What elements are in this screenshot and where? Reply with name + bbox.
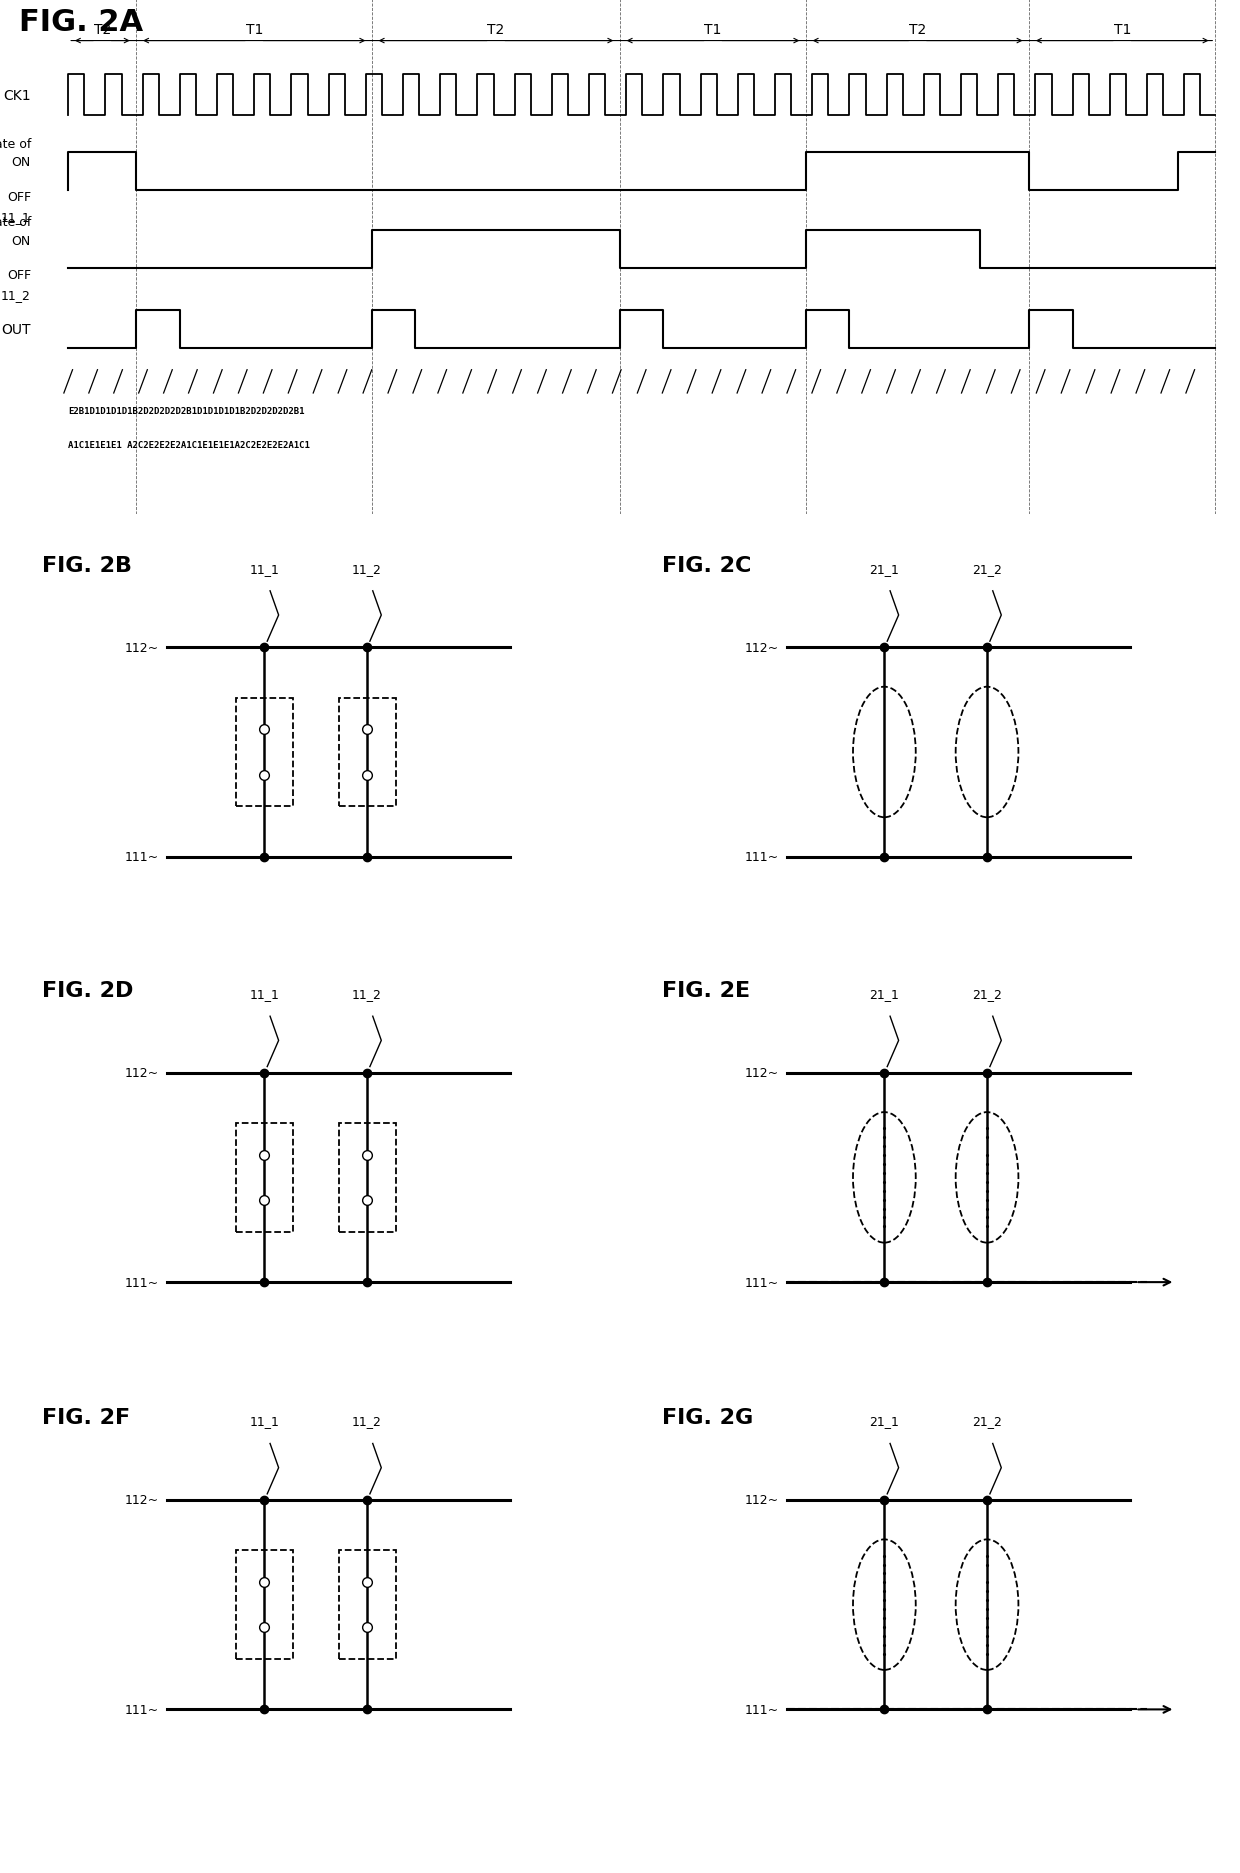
Text: 11_2: 11_2	[1, 288, 31, 302]
Bar	[339, 1124, 396, 1232]
Text: OUT: OUT	[1, 322, 31, 337]
Text: 111~: 111~	[125, 1276, 159, 1289]
Bar	[236, 699, 293, 807]
Text: 11_2: 11_2	[352, 562, 382, 575]
Text: FIG. 2D: FIG. 2D	[42, 980, 133, 1000]
Bar	[236, 1551, 293, 1659]
Text: T2: T2	[94, 22, 110, 37]
Text: 21_1: 21_1	[869, 1414, 899, 1427]
Text: FIG. 2G: FIG. 2G	[662, 1407, 753, 1427]
Text: T1: T1	[1114, 22, 1131, 37]
Bar	[339, 1551, 396, 1659]
Text: OFF: OFF	[7, 191, 31, 204]
Text: 112~: 112~	[125, 1066, 159, 1079]
Text: 111~: 111~	[125, 850, 159, 863]
Text: T1: T1	[246, 22, 263, 37]
Text: 21_1: 21_1	[869, 987, 899, 1000]
Text: 112~: 112~	[125, 1493, 159, 1506]
Text: 11_1: 11_1	[249, 562, 279, 575]
Text: State of: State of	[0, 139, 31, 152]
Text: 21_1: 21_1	[869, 562, 899, 575]
Text: FIG. 2F: FIG. 2F	[42, 1407, 130, 1427]
Text: 11_2: 11_2	[352, 1414, 382, 1427]
Text: OFF: OFF	[7, 270, 31, 283]
Text: ON: ON	[11, 234, 31, 247]
Bar	[339, 699, 396, 807]
Text: 21_2: 21_2	[972, 1414, 1002, 1427]
Text: 112~: 112~	[745, 641, 779, 654]
Text: 21_2: 21_2	[972, 562, 1002, 575]
Text: 11_2: 11_2	[352, 987, 382, 1000]
Text: T2: T2	[487, 22, 505, 37]
Text: 111~: 111~	[745, 1276, 779, 1289]
Text: 111~: 111~	[745, 1703, 779, 1716]
Text: E2B1D1D1D1D1B2D2D2D2D2B1D1D1D1D1B2D2D2D2D2B1: E2B1D1D1D1D1B2D2D2D2D2B1D1D1D1D1B2D2D2D2…	[68, 406, 305, 416]
Text: T1: T1	[704, 22, 722, 37]
Text: 11_1: 11_1	[1, 212, 31, 225]
Text: 112~: 112~	[125, 641, 159, 654]
Bar	[236, 1124, 293, 1232]
Text: 111~: 111~	[745, 850, 779, 863]
Text: FIG. 2E: FIG. 2E	[662, 980, 750, 1000]
Text: 112~: 112~	[745, 1066, 779, 1079]
Text: A1C1E1E1E1 A2C2E2E2E2A1C1E1E1E1A2C2E2E2E2A1C1: A1C1E1E1E1 A2C2E2E2E2A1C1E1E1E1A2C2E2E2E…	[68, 440, 310, 450]
Text: FIG. 2C: FIG. 2C	[662, 554, 751, 575]
Text: 11_1: 11_1	[249, 1414, 279, 1427]
Text: FIG. 2A: FIG. 2A	[19, 7, 143, 37]
Text: State of: State of	[0, 215, 31, 229]
Text: 111~: 111~	[125, 1703, 159, 1716]
Text: CK1: CK1	[4, 88, 31, 103]
Text: T2: T2	[909, 22, 926, 37]
Text: FIG. 2B: FIG. 2B	[42, 554, 131, 575]
Text: 112~: 112~	[745, 1493, 779, 1506]
Text: 21_2: 21_2	[972, 987, 1002, 1000]
Text: 11_1: 11_1	[249, 987, 279, 1000]
Text: ON: ON	[11, 155, 31, 169]
